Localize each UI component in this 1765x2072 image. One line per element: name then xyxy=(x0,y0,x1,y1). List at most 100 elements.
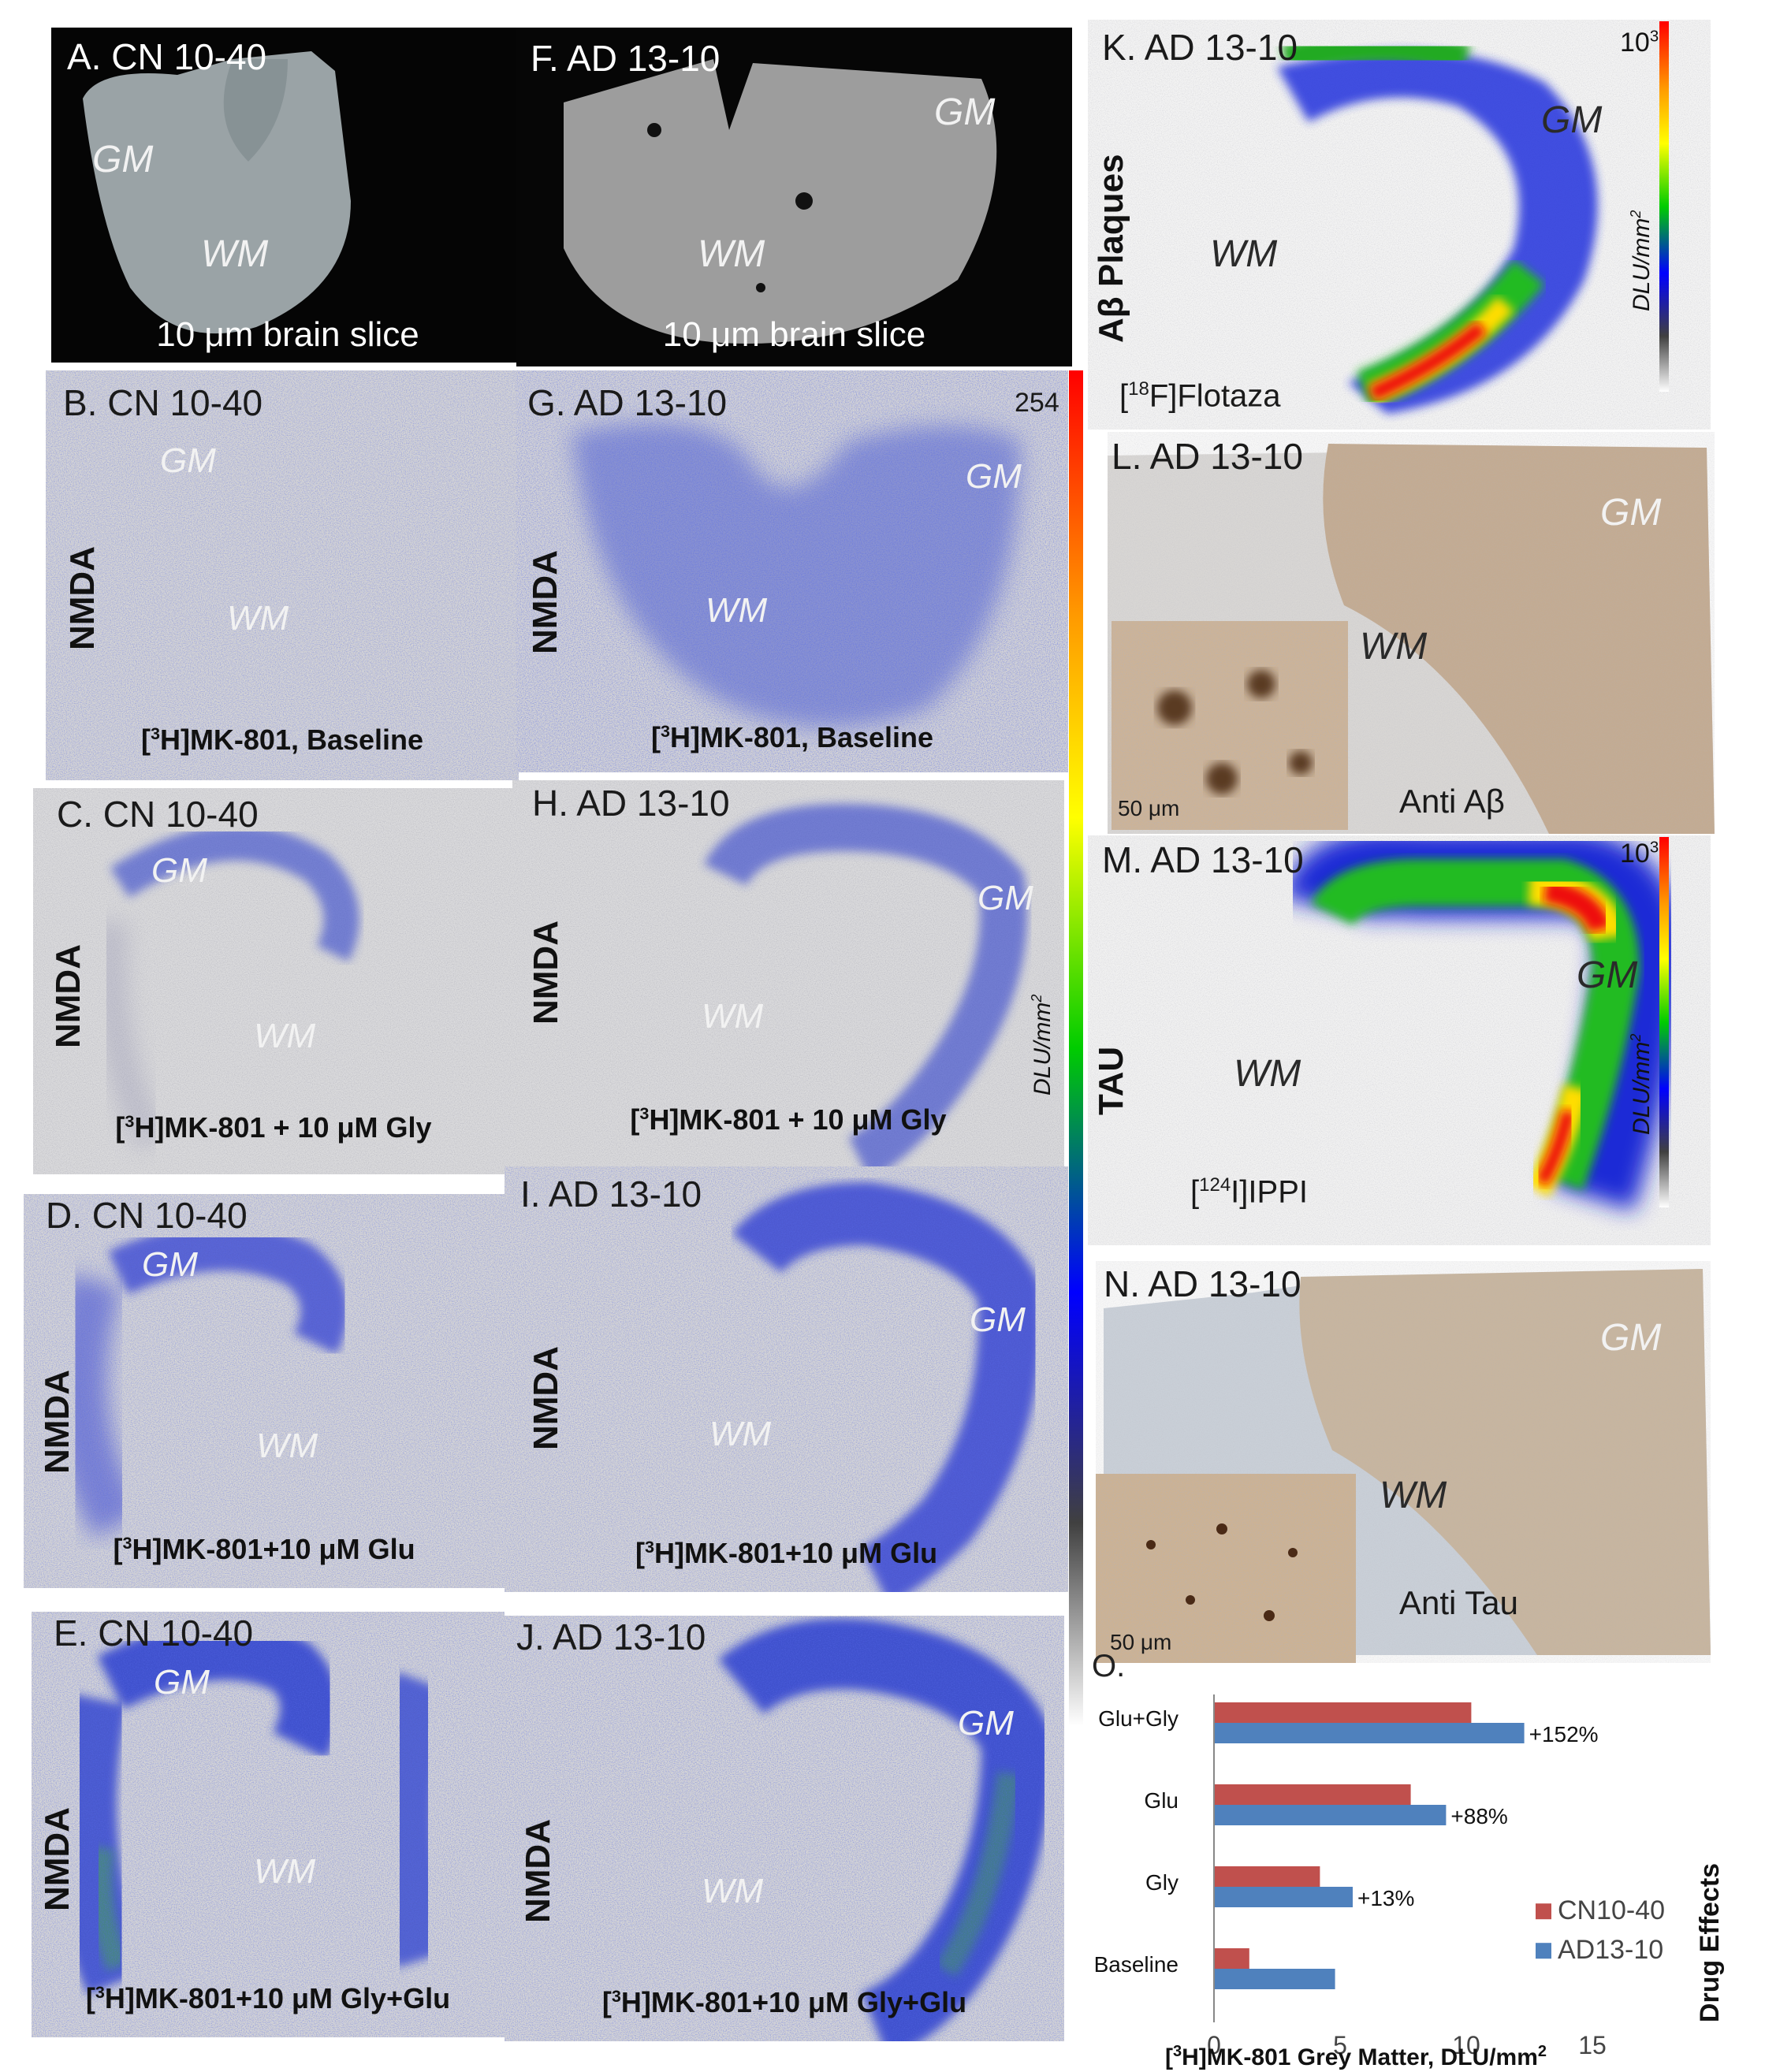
panel-h-gm-label: GM xyxy=(977,879,1033,917)
panel-m: M. AD 13-10 103 GM WM TAU DLU/mm2 [124I]… xyxy=(1088,835,1711,1245)
autoradiograph-image xyxy=(505,1166,1068,1592)
panel-f: F. AD 13-10 GM WM 10 μm brain slice xyxy=(516,28,1072,366)
panel-g-scale-max: 254 xyxy=(1015,388,1059,418)
panel-c-wm-label: WM xyxy=(254,1017,316,1055)
panel-k-title: K. AD 13-10 xyxy=(1102,27,1298,68)
panel-i-title: I. AD 13-10 xyxy=(520,1174,702,1215)
panel-e-side-label: NMDA xyxy=(38,1807,76,1911)
panel-n-title: N. AD 13-10 xyxy=(1104,1263,1301,1304)
panel-n-caption: Anti Tau xyxy=(1399,1584,1518,1621)
panel-a-caption: 10 μm brain slice xyxy=(156,315,419,354)
autoradiograph-image xyxy=(516,370,1068,772)
category-label: Gly xyxy=(1145,1870,1179,1895)
panel-i-wm-label: WM xyxy=(709,1415,772,1453)
bar-AD13-10-Baseline xyxy=(1214,1969,1335,1989)
autoradiograph-image xyxy=(32,1612,505,2037)
chart-legend: CN10-40 AD13-10 xyxy=(1536,1895,1665,1965)
panel-g-side-label: NMDA xyxy=(526,550,564,654)
panel-d: D. CN 10-40 GM WM NMDA [3H]MK-801+10 μM … xyxy=(24,1194,505,1588)
chart-panel-label: O. xyxy=(1092,1651,1125,1683)
autoradiograph-image xyxy=(24,1194,505,1588)
bar-CN10-40-Glu xyxy=(1214,1784,1411,1805)
bar-CN10-40-Glu+Gly xyxy=(1214,1702,1472,1723)
panel-d-gm-label: GM xyxy=(142,1245,198,1284)
chart-xlabel: [3H]MK-801 Grey Matter, DLU/mm2 xyxy=(1165,2043,1547,2070)
panel-l-inset: 50 μm xyxy=(1112,621,1348,830)
panel-i: I. AD 13-10 GM WM NMDA [3H]MK-801+10 μM … xyxy=(505,1166,1068,1592)
x-tick-label: 15 xyxy=(1578,2031,1607,2059)
panel-a: A. CN 10-40 GM WM 10 μm brain slice xyxy=(51,28,524,363)
category-label: Glu+Gly xyxy=(1098,1706,1179,1731)
panel-h-title: H. AD 13-10 xyxy=(532,783,730,824)
panel-n-inset: 50 μm xyxy=(1096,1474,1356,1663)
brain-slice-image xyxy=(83,51,351,334)
panel-b-wm-label: WM xyxy=(227,599,289,638)
panel-e-title: E. CN 10-40 xyxy=(54,1613,254,1654)
bar-CN10-40-Gly xyxy=(1214,1866,1320,1887)
panel-l-wm-label: WM xyxy=(1360,626,1428,668)
legend-swatch xyxy=(1536,1943,1551,1959)
panel-d-caption: [3H]MK-801+10 μM Glu xyxy=(113,1533,415,1565)
panel-a-wm-label: WM xyxy=(201,233,269,275)
annotation-label: +13% xyxy=(1357,1886,1414,1910)
panel-c-gm-label: GM xyxy=(151,851,207,890)
panel-g: G. AD 13-10 254 GM WM NMDA [3H]MK-801, B… xyxy=(516,370,1068,772)
panel-m-title: M. AD 13-10 xyxy=(1102,839,1304,880)
panel-e-wm-label: WM xyxy=(254,1852,316,1891)
bar-CN10-40-Baseline xyxy=(1214,1948,1249,1969)
panel-a-title: A. CN 10-40 xyxy=(67,36,267,77)
panel-l-inset-scale: 50 μm xyxy=(1118,796,1180,820)
x-tick-label: 0 xyxy=(1207,2031,1221,2059)
panel-d-title: D. CN 10-40 xyxy=(46,1195,248,1236)
panel-i-caption: [3H]MK-801+10 μM Glu xyxy=(635,1537,938,1569)
panel-h-side-label: NMDA xyxy=(527,921,565,1025)
panel-j-wm-label: WM xyxy=(702,1872,764,1910)
panel-b-gm-label: GM xyxy=(160,441,216,480)
panel-j-title: J. AD 13-10 xyxy=(516,1616,706,1657)
panel-k-side-label: Aβ Plaques xyxy=(1092,154,1130,343)
panel-g-wm-label: WM xyxy=(706,591,768,630)
panel-m-scale-unit: DLU/mm2 xyxy=(1628,1033,1655,1135)
legend-swatch xyxy=(1536,1903,1551,1920)
panel-f-gm-label: GM xyxy=(934,91,996,133)
panel-e-gm-label: GM xyxy=(154,1663,210,1702)
panel-k-tracer: [18F]Flotaza xyxy=(1119,378,1281,414)
panel-h-wm-label: WM xyxy=(702,997,764,1036)
panel-m-side-label: TAU xyxy=(1092,1046,1130,1115)
panel-n-wm-label: WM xyxy=(1380,1475,1447,1516)
panel-k-scale-unit: DLU/mm2 xyxy=(1628,210,1655,311)
panel-l: 50 μm L. AD 13-10 GM WM Anti Aβ xyxy=(1108,432,1715,834)
panel-e-caption: [3H]MK-801+10 μM Gly+Glu xyxy=(85,1982,451,2014)
colorbar-middle xyxy=(1064,370,1088,1726)
panel-g-title: G. AD 13-10 xyxy=(527,382,728,423)
panel-g-gm-label: GM xyxy=(966,457,1022,496)
category-label: Baseline xyxy=(1094,1952,1179,1977)
panel-m-gm-label: GM xyxy=(1577,954,1638,996)
panel-f-caption: 10 μm brain slice xyxy=(662,315,926,354)
chart-ylabel: Drug Effects xyxy=(1695,1863,1725,2022)
x-tick-label: 5 xyxy=(1333,2031,1347,2059)
autoradiograph-image xyxy=(33,788,514,1174)
category-label: Glu xyxy=(1144,1788,1179,1813)
panel-i-side-label: NMDA xyxy=(527,1346,565,1450)
panel-k-gm-label: GM xyxy=(1541,99,1603,141)
flotaza-autoradiograph xyxy=(1088,20,1711,430)
panel-h: H. AD 13-10 GM WM NMDA DLU/mm2 [3H]MK-80… xyxy=(512,780,1064,1166)
x-ticks: 0 5 10 15 xyxy=(1207,2031,1607,2059)
legend-label: CN10-40 xyxy=(1558,1895,1665,1925)
panel-m-tracer: [124I]IPPI xyxy=(1190,1174,1308,1210)
annotation-label: +88% xyxy=(1450,1804,1507,1828)
panel-j-gm-label: GM xyxy=(958,1704,1014,1743)
panel-k-wm-label: WM xyxy=(1210,233,1278,275)
panel-k-scale-max: 103 xyxy=(1620,28,1659,58)
panel-c: C. CN 10-40 GM WM NMDA [3H]MK-801 + 10 μ… xyxy=(33,788,514,1174)
bar-AD13-10-Gly xyxy=(1214,1887,1353,1907)
panel-m-wm-label: WM xyxy=(1234,1053,1301,1095)
autoradiograph-image xyxy=(512,780,1064,1166)
panel-c-title: C. CN 10-40 xyxy=(57,794,259,835)
panel-e: E. CN 10-40 GM WM NMDA [3H]MK-801+10 μM … xyxy=(32,1612,505,2037)
panel-j: J. AD 13-10 GM WM NMDA [3H]MK-801+10 μM … xyxy=(505,1616,1064,2041)
panel-j-caption: [3H]MK-801+10 μM Gly+Glu xyxy=(601,1986,967,2018)
panel-f-wm-label: WM xyxy=(698,233,765,275)
bars-group xyxy=(1213,1694,1525,2022)
